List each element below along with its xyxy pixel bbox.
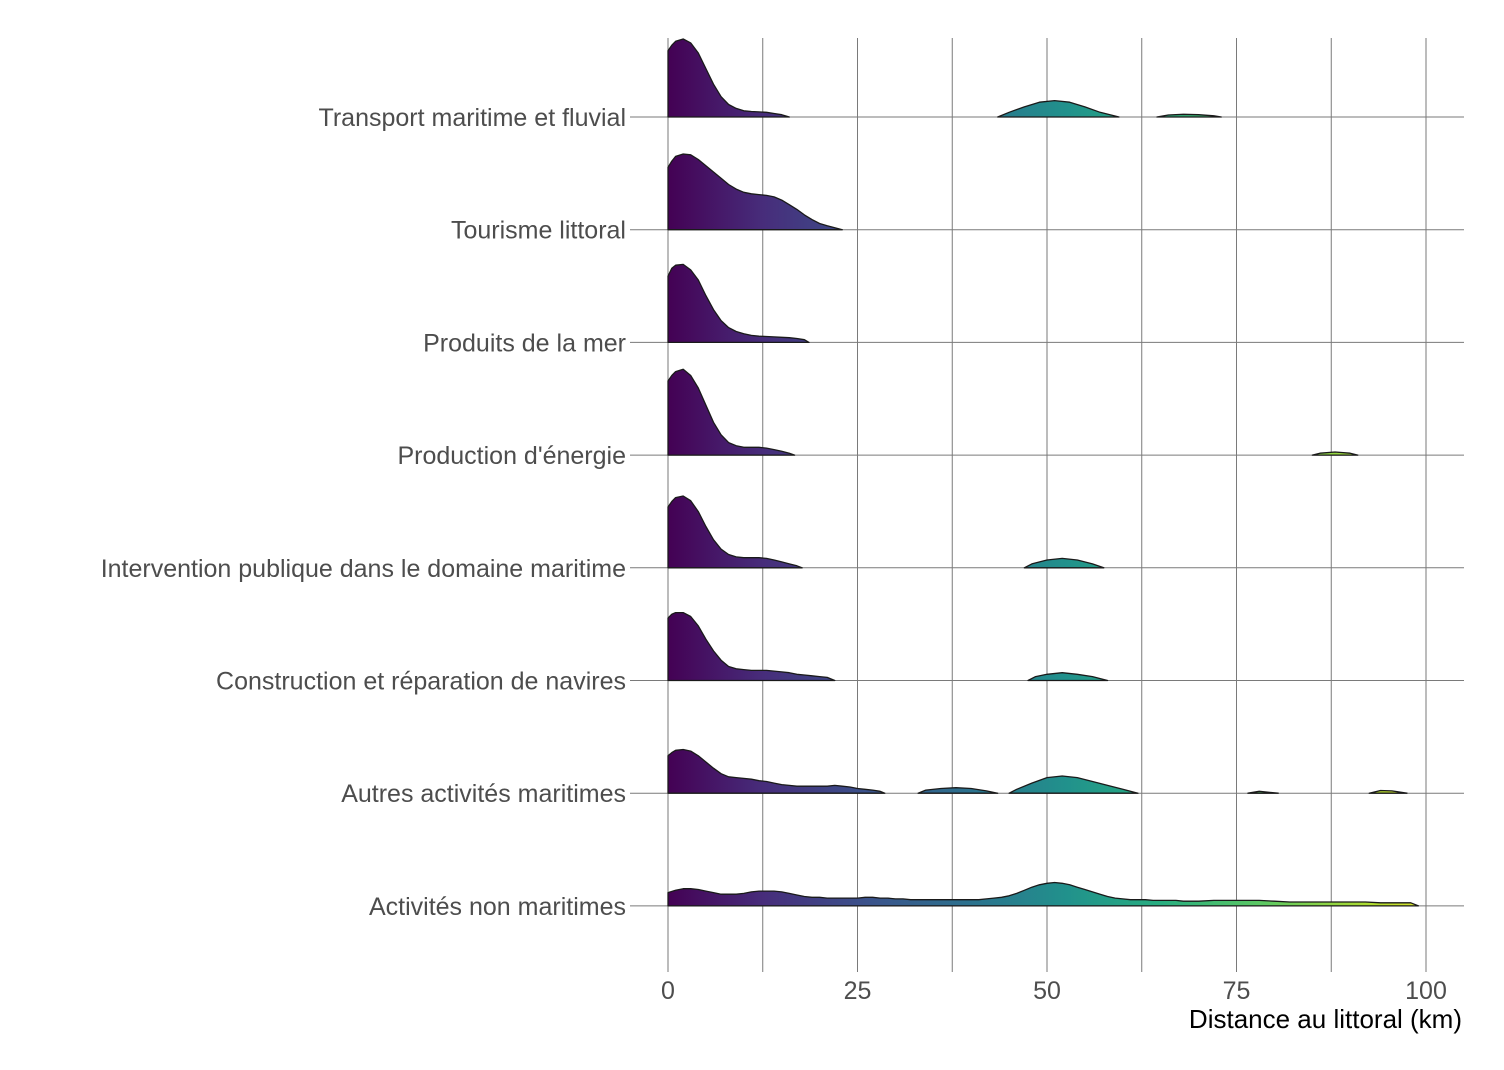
density-ridge <box>667 368 796 456</box>
density-ridge <box>667 495 803 569</box>
density-ridge <box>667 748 886 794</box>
x-axis-title: Distance au littoral (km) <box>1189 1004 1462 1034</box>
x-tick-label: 25 <box>844 977 872 1005</box>
density-ridge <box>667 263 810 344</box>
density-ridge <box>667 611 836 682</box>
x-tick-label: 50 <box>1033 977 1061 1005</box>
category-label: Transport maritime et fluvial <box>319 104 627 132</box>
x-tick-label: 75 <box>1223 977 1251 1005</box>
x-tick-label: 0 <box>661 977 675 1005</box>
category-label: Activités non maritimes <box>369 893 626 921</box>
density-ridge <box>667 881 1420 907</box>
gridlines <box>630 38 1464 972</box>
density-ridge <box>1156 113 1222 118</box>
density-ridge <box>1311 451 1359 456</box>
density-ridge <box>1368 789 1408 794</box>
category-labels: Transport maritime et fluvial Tourisme li… <box>101 104 626 921</box>
category-label: Intervention publique dans le domaine ma… <box>101 555 626 583</box>
x-axis-ticks: 0 25 50 75 100 <box>661 977 1447 1005</box>
x-tick-label: 100 <box>1405 977 1447 1005</box>
density-ridge <box>1247 790 1279 794</box>
category-label: Autres activités maritimes <box>341 780 626 808</box>
density-ridge <box>667 153 843 231</box>
category-label: Produits de la mer <box>423 329 626 357</box>
density-ridges <box>667 38 1420 907</box>
density-ridge <box>917 787 999 794</box>
density-ridge <box>1023 557 1105 569</box>
density-ridge <box>667 38 790 118</box>
category-label: Tourisme littoral <box>451 217 626 245</box>
category-label: Construction et réparation de navires <box>216 668 626 696</box>
category-label: Production d'énergie <box>397 442 626 470</box>
density-ridge <box>1008 775 1139 794</box>
density-ridge <box>1027 672 1109 682</box>
density-ridge <box>997 99 1120 118</box>
